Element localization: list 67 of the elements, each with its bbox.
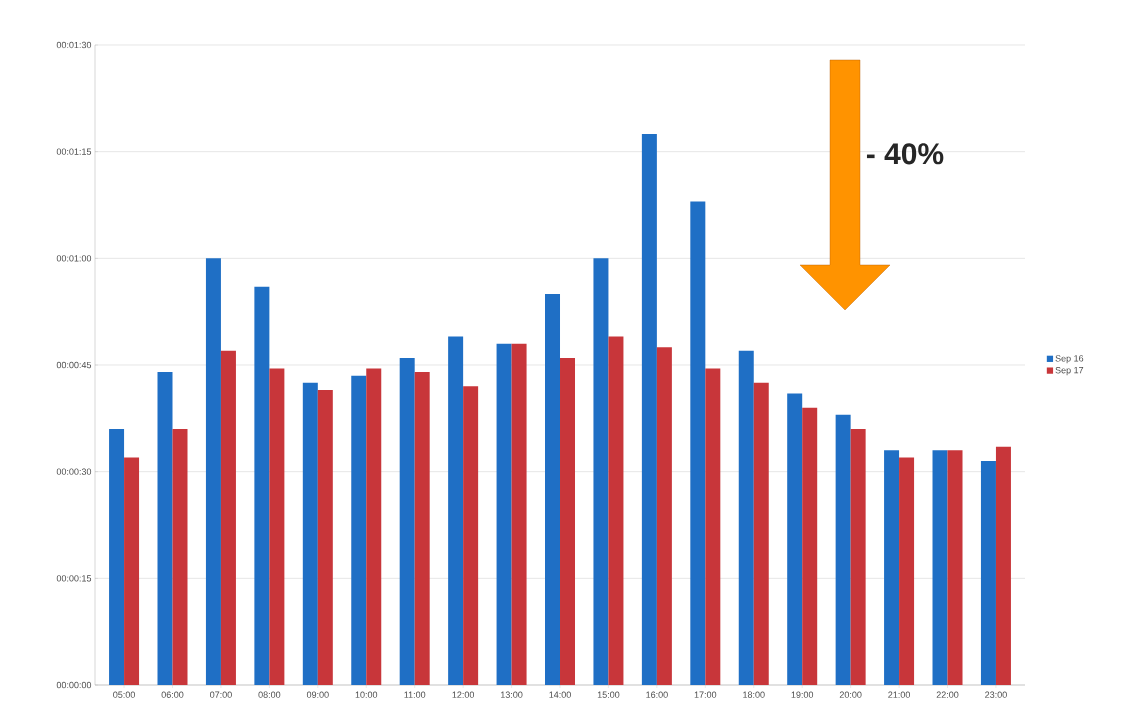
bar (899, 457, 915, 685)
bar (995, 446, 1011, 685)
bar (932, 450, 948, 685)
annotation: - 40% (866, 143, 944, 165)
bar (351, 375, 367, 685)
x-tick-label: 23:00 (985, 691, 1007, 698)
x-tick-label: 16:00 (646, 691, 668, 698)
bar (496, 343, 512, 685)
bar (317, 389, 333, 685)
bar (254, 286, 270, 685)
y-tick-label: 00:00:30 (56, 468, 92, 475)
y-tick-label: 00:00:15 (56, 575, 92, 582)
bar (157, 372, 173, 685)
bar (172, 429, 188, 685)
x-tick-label: 08:00 (258, 691, 281, 698)
legend-label: Sep 17 (1055, 366, 1084, 376)
bar (399, 357, 415, 685)
y-tick-label: 00:01:30 (56, 41, 92, 49)
y-tick-label: 00:01:00 (56, 255, 92, 262)
x-tick-label: 13:00 (501, 691, 523, 698)
bar (835, 414, 851, 685)
bar (690, 201, 706, 685)
bar (656, 347, 672, 685)
x-tick-label: 22:00 (936, 691, 959, 698)
x-tick-label: 18:00 (743, 691, 765, 698)
bar (366, 368, 382, 685)
bar (511, 343, 527, 685)
bar (302, 382, 318, 685)
bar (705, 368, 721, 685)
x-tick-label: 15:00 (597, 691, 620, 698)
x-tick-label: 17:00 (694, 691, 717, 698)
y-tick-label: 00:00:00 (56, 681, 92, 689)
bar (980, 461, 996, 685)
x-tick-label: 20:00 (839, 691, 862, 698)
bar (641, 133, 657, 685)
bar (269, 368, 285, 685)
bar (787, 393, 803, 685)
bar (205, 258, 221, 685)
bar (850, 429, 866, 685)
x-tick-label: 06:00 (161, 691, 184, 698)
legend-label: Sep 16 (1055, 355, 1084, 364)
bar (560, 357, 576, 685)
bar (220, 350, 236, 685)
x-tick-label: 11:00 (404, 691, 426, 698)
y-tick-label: 00:01:15 (56, 148, 92, 155)
x-tick-label: 09:00 (306, 691, 329, 698)
bar (463, 386, 479, 685)
bar (947, 450, 963, 685)
x-tick-label: 10:00 (355, 691, 378, 698)
bar (802, 407, 818, 685)
bar (593, 258, 609, 685)
bar (545, 293, 561, 685)
bar (124, 457, 140, 685)
bar (884, 450, 900, 685)
x-tick-label: 07:00 (210, 691, 232, 698)
bar (608, 336, 624, 685)
x-tick-label: 14:00 (549, 691, 571, 698)
bar (414, 372, 430, 685)
x-tick-label: 19:00 (791, 691, 814, 698)
bar (448, 336, 464, 685)
x-tick-label: 05:00 (113, 691, 135, 698)
x-tick-label: 12:00 (452, 691, 475, 698)
y-tick-label: 00:00:45 (56, 361, 92, 369)
bar (753, 382, 769, 685)
bar (109, 429, 125, 685)
x-tick-label: 21:00 (888, 691, 910, 698)
bar (738, 350, 754, 685)
